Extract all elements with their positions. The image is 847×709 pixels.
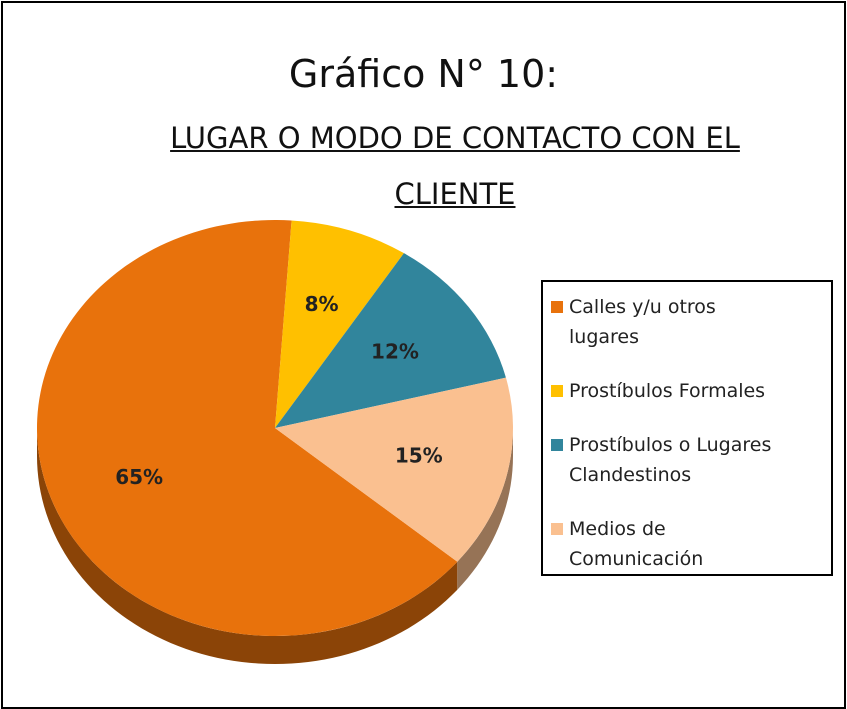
chart-title: Gráfico N° 10: bbox=[288, 52, 559, 96]
slice bbox=[275, 377, 513, 562]
legend-swatch bbox=[551, 439, 563, 451]
legend-item: Prostíbulos o Lugares Clandestinos bbox=[551, 430, 823, 490]
slice bbox=[275, 253, 506, 428]
legend-label: Medios de Comunicación bbox=[569, 518, 704, 570]
data-label: 15% bbox=[395, 444, 443, 468]
slice bbox=[37, 220, 458, 637]
legend-label: Prostíbulos Formales bbox=[569, 380, 766, 402]
legend-swatch bbox=[551, 385, 563, 397]
legend-label: Prostíbulos o Lugares Clandestinos bbox=[569, 434, 772, 486]
chart-subtitle: LUGAR O MODO DE CONTACTO CON EL CLIENTE bbox=[170, 121, 740, 211]
legend-label: Calles y/u otros lugares bbox=[569, 296, 716, 348]
slice-side bbox=[37, 428, 458, 664]
slice bbox=[275, 220, 404, 428]
legend-item: Calles y/u otros lugares bbox=[551, 292, 823, 352]
legend: Calles y/u otros lugares Prostíbulos Form… bbox=[541, 280, 833, 576]
legend-swatch bbox=[551, 523, 563, 535]
legend-item: Medios de Comunicación bbox=[551, 514, 823, 574]
legend-swatch bbox=[551, 301, 563, 313]
data-label: 12% bbox=[371, 339, 419, 363]
data-label: 8% bbox=[305, 292, 339, 316]
slice-side bbox=[457, 428, 513, 590]
legend-item: Prostíbulos Formales bbox=[551, 376, 823, 406]
data-label: 65% bbox=[115, 465, 163, 489]
